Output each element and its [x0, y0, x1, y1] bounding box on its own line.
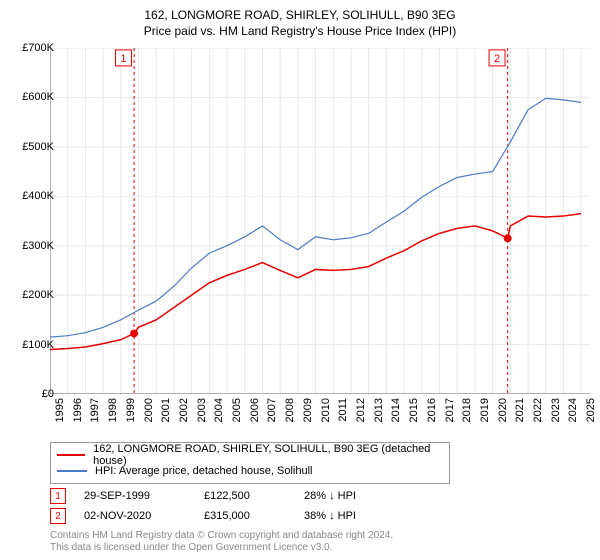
x-axis-label: 2025	[585, 398, 597, 422]
y-axis-label: £0	[6, 388, 54, 400]
legend-label: HPI: Average price, detached house, Soli…	[95, 465, 313, 477]
x-axis-label: 2018	[461, 398, 473, 422]
x-axis-label: 2004	[213, 398, 225, 422]
legend-label: 162, LONGMORE ROAD, SHIRLEY, SOLIHULL, B…	[93, 443, 443, 467]
x-axis-label: 2024	[567, 398, 579, 422]
x-axis-label: 2000	[143, 398, 155, 422]
footer-line1: Contains HM Land Registry data © Crown c…	[50, 530, 393, 542]
x-axis-label: 2009	[302, 398, 314, 422]
footer-line2: This data is licensed under the Open Gov…	[50, 542, 393, 554]
sales-table: 1 29-SEP-1999£122,50028% ↓ HPI 2 02-NOV-202…	[50, 486, 424, 526]
x-axis-label: 2002	[178, 398, 190, 422]
y-axis-label: £400K	[6, 190, 54, 202]
x-axis-label: 2022	[532, 398, 544, 422]
chart-area: 12	[50, 48, 590, 394]
x-axis-label: 2006	[249, 398, 261, 422]
x-axis-label: 2013	[373, 398, 385, 422]
sale-row: 2 02-NOV-2020£315,00038% ↓ HPI	[50, 506, 424, 526]
x-axis-label: 2016	[426, 398, 438, 422]
chart-svg: 12	[50, 48, 590, 394]
svg-text:2: 2	[494, 53, 500, 65]
sale-price: £315,000	[204, 510, 304, 522]
legend-swatch	[57, 470, 87, 472]
legend-swatch	[57, 454, 85, 456]
x-axis-label: 2023	[550, 398, 562, 422]
x-axis-label: 2007	[266, 398, 278, 422]
x-axis-label: 2017	[444, 398, 456, 422]
sale-relative-hpi: 38% ↓ HPI	[304, 510, 424, 522]
legend: 162, LONGMORE ROAD, SHIRLEY, SOLIHULL, B…	[50, 442, 450, 484]
chart-title-line1: 162, LONGMORE ROAD, SHIRLEY, SOLIHULL, B…	[0, 0, 600, 22]
sale-relative-hpi: 28% ↓ HPI	[304, 490, 424, 502]
x-axis-label: 1997	[89, 398, 101, 422]
x-axis-label: 2011	[337, 398, 349, 422]
sale-date: 02-NOV-2020	[84, 510, 204, 522]
x-axis-label: 2020	[497, 398, 509, 422]
svg-text:1: 1	[120, 53, 126, 65]
x-axis-label: 2005	[231, 398, 243, 422]
x-axis-label: 2012	[355, 398, 367, 422]
x-axis-label: 1998	[107, 398, 119, 422]
chart-title-line2: Price paid vs. HM Land Registry's House …	[0, 22, 600, 42]
y-axis-label: £200K	[6, 289, 54, 301]
sale-price: £122,500	[204, 490, 304, 502]
x-axis-label: 1996	[72, 398, 84, 422]
sale-marker-badge: 2	[50, 508, 66, 524]
legend-row: 162, LONGMORE ROAD, SHIRLEY, SOLIHULL, B…	[57, 447, 443, 463]
y-axis-label: £500K	[6, 141, 54, 153]
x-axis-label: 1999	[125, 398, 137, 422]
x-axis-label: 2019	[479, 398, 491, 422]
x-axis-label: 1995	[54, 398, 66, 422]
x-axis-label: 2021	[514, 398, 526, 422]
x-axis-label: 2014	[390, 398, 402, 422]
y-axis-label: £300K	[6, 240, 54, 252]
x-axis-label: 2003	[196, 398, 208, 422]
x-axis-label: 2008	[284, 398, 296, 422]
y-axis-label: £100K	[6, 339, 54, 351]
y-axis-label: £700K	[6, 42, 54, 54]
sale-date: 29-SEP-1999	[84, 490, 204, 502]
footer-attribution: Contains HM Land Registry data © Crown c…	[50, 530, 393, 554]
x-axis-label: 2015	[408, 398, 420, 422]
x-axis-label: 2010	[320, 398, 332, 422]
sale-row: 1 29-SEP-1999£122,50028% ↓ HPI	[50, 486, 424, 506]
x-axis-label: 2001	[160, 398, 172, 422]
sale-marker-badge: 1	[50, 488, 66, 504]
chart-container: 162, LONGMORE ROAD, SHIRLEY, SOLIHULL, B…	[0, 0, 600, 560]
y-axis-label: £600K	[6, 91, 54, 103]
